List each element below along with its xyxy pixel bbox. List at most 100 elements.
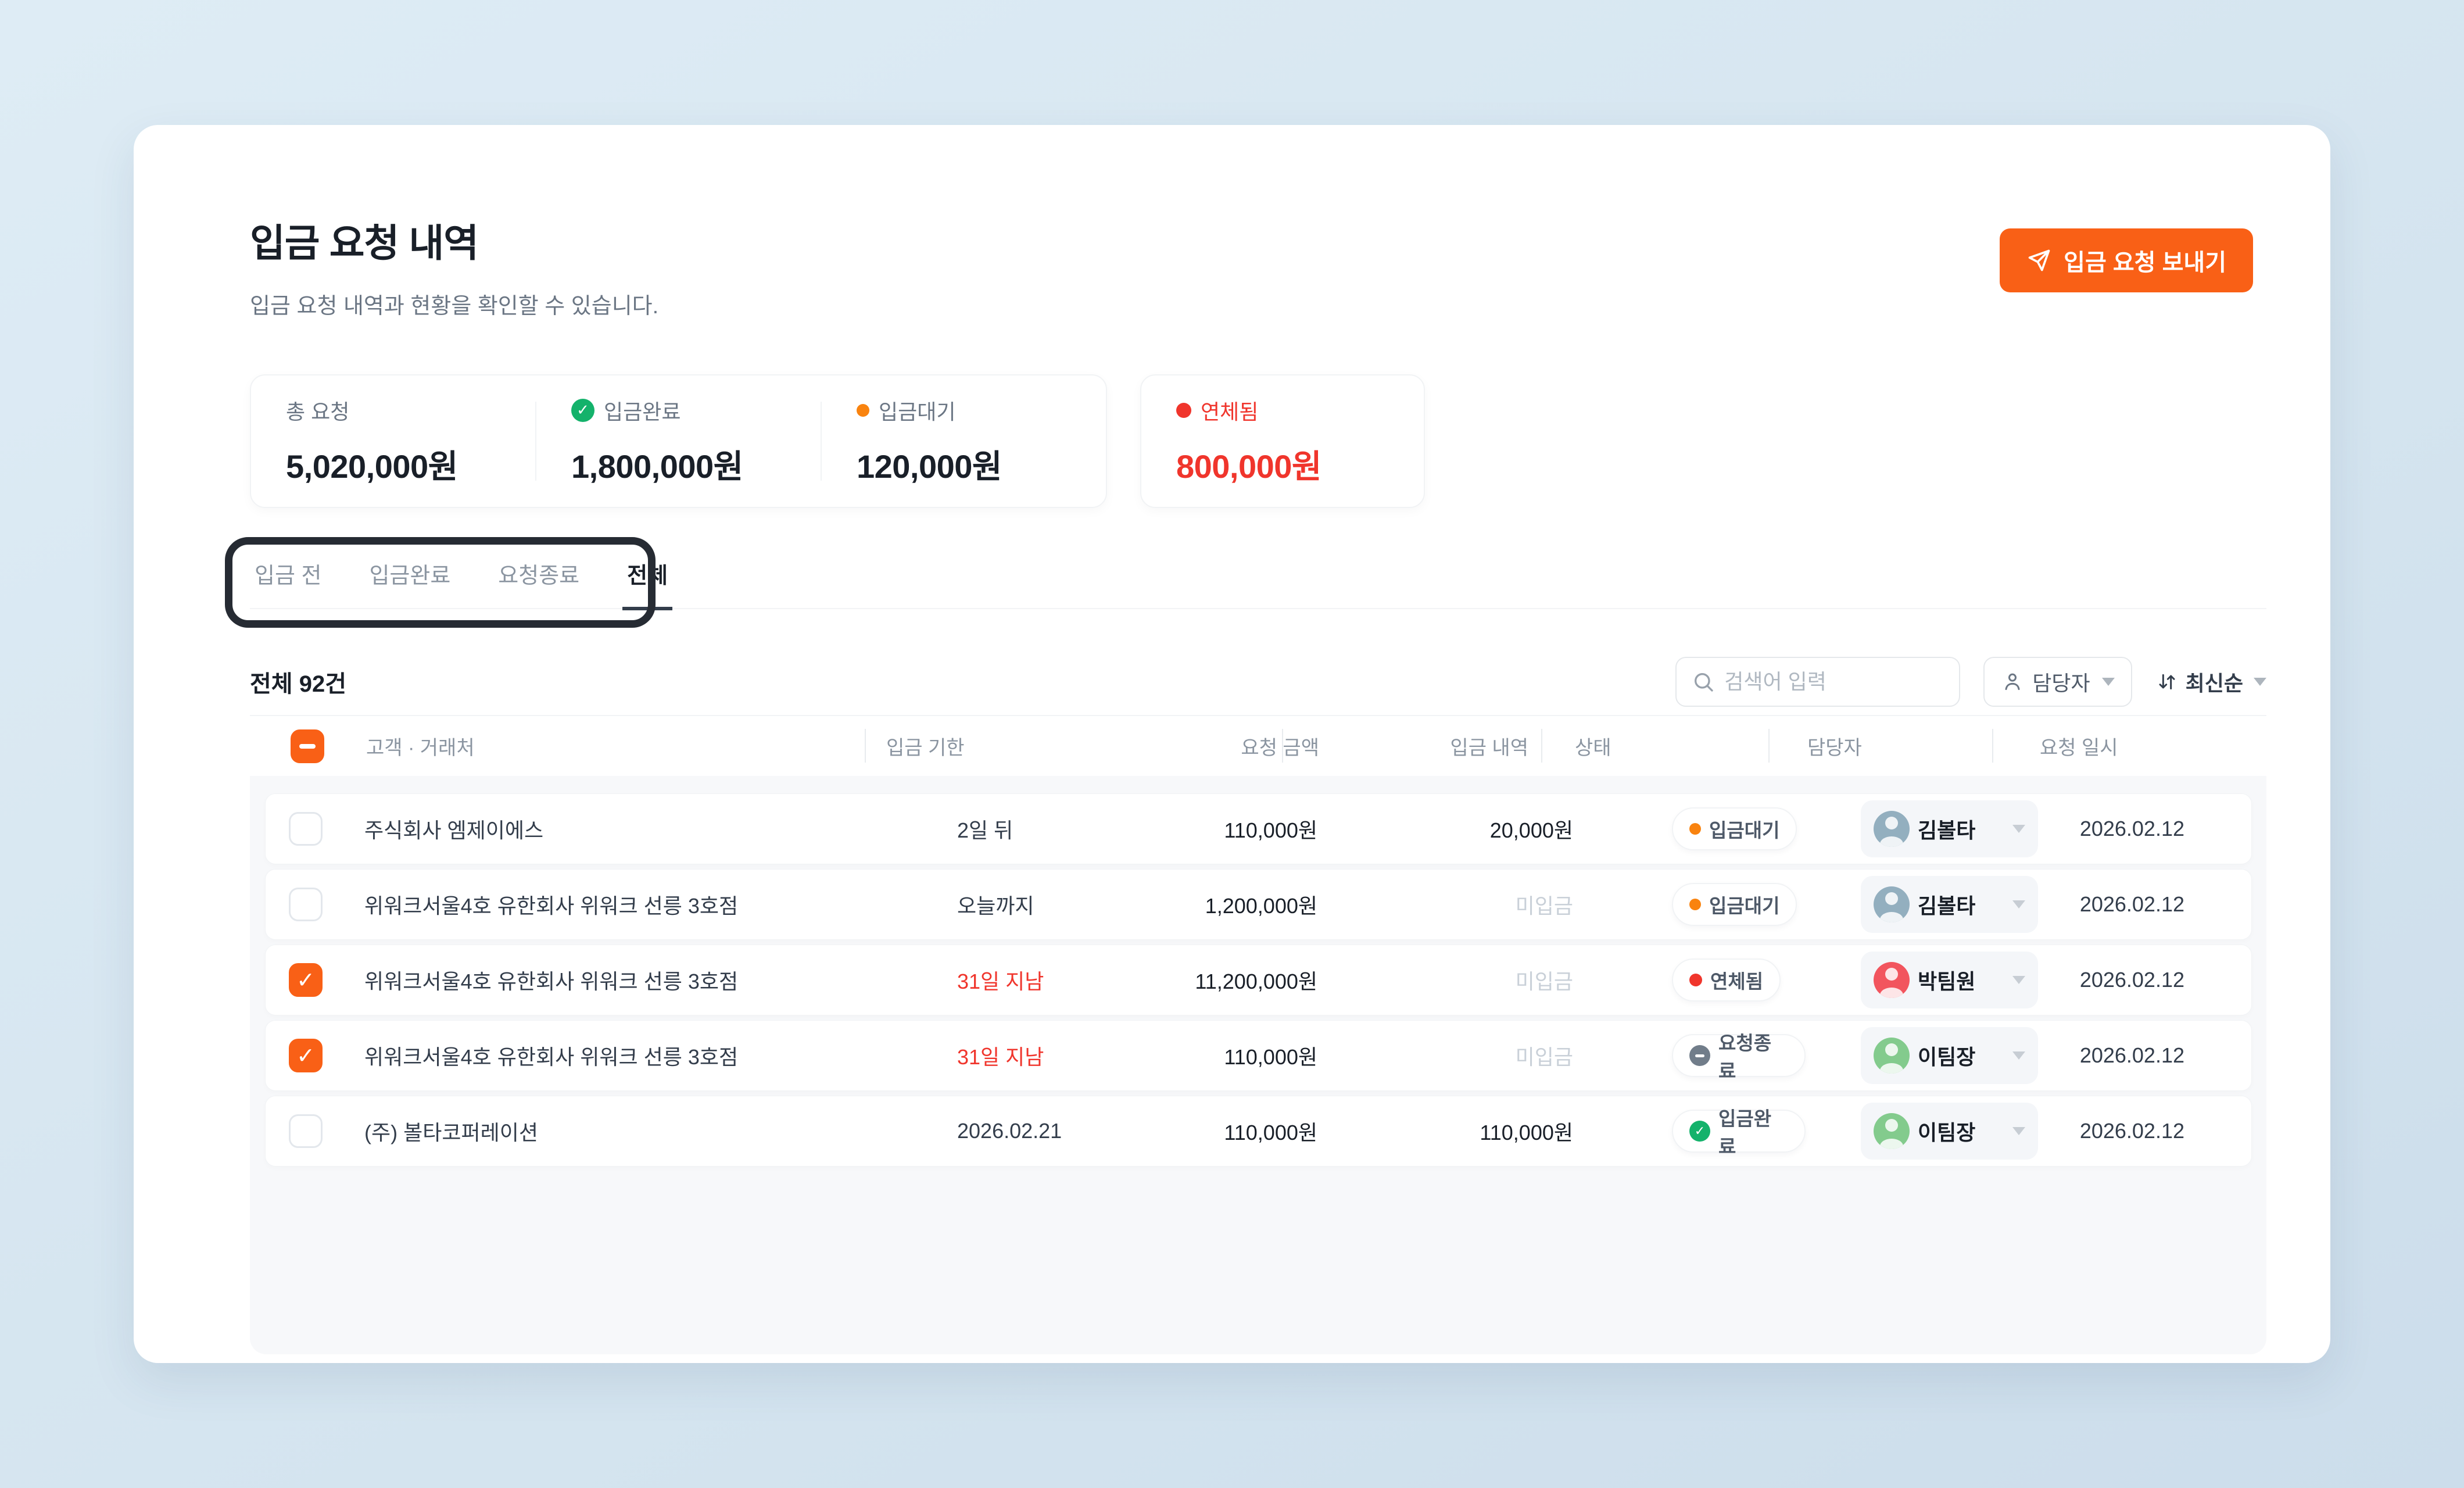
table-row[interactable]: 위워크서울4호 유한회사 위워크 선릉 3호점 31일 지남 11,200,00… [265, 945, 2252, 1015]
status-badge: 연체됨 [1672, 958, 1781, 1001]
stat-total-requested: 총 요청 5,020,000원 [251, 400, 535, 485]
tab-closed[interactable]: 요청종료 [493, 557, 584, 610]
requested-amount: 110,000원 [1224, 1045, 1317, 1069]
assignee-name: 박팀원 [1918, 970, 1976, 993]
col-status: 상태 [1575, 737, 1611, 759]
deposit-request-table: 고객 · 거래처 입금 기한 요청 금액 입금 내역 상태 담당자 요청 일시 … [250, 715, 2266, 1354]
assignee-select[interactable]: 김볼타 [1861, 800, 2038, 857]
status-label: 연체됨 [1710, 971, 1764, 992]
status-label: 요청종료 [1718, 1032, 1772, 1082]
assignee-select[interactable]: 박팀원 [1861, 952, 2038, 1008]
send-icon [2026, 248, 2052, 273]
tab-completed[interactable]: 입금완료 [364, 557, 455, 610]
stat-overdue: 연체됨 800,000원 [1141, 400, 1424, 485]
toolbar-controls: 담당자 최신순 [1675, 657, 2266, 707]
requested-amount: 1,200,000원 [1205, 894, 1317, 918]
status-cell: 입금대기 [1573, 807, 1806, 850]
request-date: 2026.02.12 [2079, 892, 2184, 916]
stat-pending-value: 120,000원 [857, 448, 1002, 485]
customer-name: 주식회사 엠제이에스 [364, 818, 544, 842]
stat-completed: ✓ 입금완료 1,800,000원 [535, 398, 821, 485]
table-body: 주식회사 엠제이에스 2일 뒤 110,000원 20,000원 입금대기 김볼… [250, 776, 2266, 1354]
search-icon [1692, 670, 1715, 693]
assignee-name: 이팀장 [1918, 1121, 1976, 1144]
avatar [1874, 1113, 1910, 1149]
assignee-filter-label: 담당자 [2032, 671, 2090, 695]
sort-button[interactable]: 최신순 [2155, 657, 2266, 707]
column-divider [1282, 729, 1283, 763]
stat-completed-value: 1,800,000원 [571, 448, 743, 485]
status-label: 입금완료 [1718, 1108, 1772, 1157]
requested-amount: 11,200,000원 [1195, 970, 1317, 993]
assignee-cell: 박팀원 [1806, 952, 2038, 1008]
assignee-cell: 이팀장 [1806, 1027, 2038, 1084]
row-checkbox[interactable] [289, 1114, 323, 1148]
chevron-down-icon [2012, 1127, 2025, 1135]
person-icon [2001, 670, 2024, 693]
column-divider [1992, 729, 1993, 763]
assignee-name: 김볼타 [1918, 894, 1976, 918]
status-label: 입금대기 [1709, 895, 1780, 917]
assignee-select[interactable]: 이팀장 [1861, 1103, 2038, 1160]
table-row[interactable]: 주식회사 엠제이에스 2일 뒤 110,000원 20,000원 입금대기 김볼… [265, 793, 2252, 864]
request-date: 2026.02.12 [2079, 1043, 2184, 1067]
chevron-down-icon [2254, 678, 2266, 686]
summary-card: 총 요청 5,020,000원 ✓ 입금완료 1,800,000원 입금대기 1… [250, 374, 1107, 508]
status-cell: 요청종료 [1573, 1032, 1806, 1082]
list-toolbar: 전체 92건 담당자 최신순 [250, 657, 2266, 707]
avatar [1874, 962, 1910, 998]
status-dot-icon [1689, 899, 1701, 910]
row-checkbox[interactable] [289, 1039, 323, 1072]
assignee-select[interactable]: 김볼타 [1861, 876, 2038, 933]
column-divider [1768, 729, 1770, 763]
result-count: 전체 92건 [250, 671, 347, 697]
row-checkbox[interactable] [289, 812, 323, 846]
requested-amount: 110,000원 [1224, 818, 1317, 842]
status-badge: 입금대기 [1672, 807, 1797, 850]
table-row[interactable]: (주) 볼타코퍼레이션 2026.02.21 110,000원 110,000원… [265, 1096, 2252, 1167]
request-date: 2026.02.12 [2079, 1119, 2184, 1143]
assignee-select[interactable]: 이팀장 [1861, 1027, 2038, 1084]
status-badge: 입금완료 [1672, 1108, 1806, 1157]
stat-pending-label: 입금대기 [879, 399, 956, 424]
sort-label: 최신순 [2185, 671, 2243, 695]
select-all-checkbox[interactable] [291, 729, 324, 763]
page-subtitle: 입금 요청 내역과 현황을 확인할 수 있습니다. [250, 294, 659, 319]
deposit-amount: 20,000원 [1489, 818, 1573, 842]
stat-overdue-value: 800,000원 [1176, 448, 1321, 485]
col-assignee: 담당자 [1807, 737, 1862, 759]
summary-stats: 총 요청 5,020,000원 ✓ 입금완료 1,800,000원 입금대기 1… [250, 374, 2266, 508]
chevron-down-icon [2012, 825, 2025, 833]
status-badge: 요청종료 [1672, 1032, 1806, 1082]
search-box[interactable] [1675, 657, 1961, 707]
column-divider [1541, 729, 1542, 763]
status-dot-icon [1689, 1045, 1710, 1066]
customer-name: (주) 볼타코퍼레이션 [364, 1121, 538, 1144]
tab-all[interactable]: 전체 [622, 557, 673, 610]
search-input[interactable] [1724, 670, 1944, 694]
assignee-filter-button[interactable]: 담당자 [1983, 657, 2132, 707]
table-row[interactable]: 위워크서울4호 유한회사 위워크 선릉 3호점 오늘까지 1,200,000원 … [265, 869, 2252, 940]
chevron-down-icon [2012, 1051, 2025, 1060]
col-customer: 고객 · 거래처 [366, 737, 475, 759]
chevron-down-icon [2012, 976, 2025, 984]
send-deposit-request-button[interactable]: 입금 요청 보내기 [2000, 228, 2253, 292]
check-circle-icon: ✓ [571, 398, 594, 422]
overdue-dot-icon [1176, 402, 1191, 418]
status-cell: 입금대기 [1573, 883, 1806, 926]
tab-before-deposit[interactable]: 입금 전 [250, 557, 326, 610]
chevron-down-icon [2101, 678, 2115, 686]
avatar [1874, 1038, 1910, 1074]
row-checkbox[interactable] [289, 963, 323, 997]
stat-total-label: 총 요청 [286, 399, 350, 424]
customer-name: 위워크서울4호 유한회사 위워크 선릉 3호점 [364, 894, 739, 918]
avatar [1874, 886, 1910, 922]
deposit-deadline: 오늘까지 [957, 894, 1034, 918]
row-checkbox[interactable] [289, 888, 323, 921]
status-dot-icon [1689, 1121, 1710, 1142]
requested-amount: 110,000원 [1224, 1121, 1317, 1144]
assignee-cell: 김볼타 [1806, 800, 2038, 857]
table-row[interactable]: 위워크서울4호 유한회사 위워크 선릉 3호점 31일 지남 110,000원 … [265, 1020, 2252, 1091]
customer-name: 위워크서울4호 유한회사 위워크 선릉 3호점 [364, 1045, 739, 1069]
col-deposit: 입금 내역 [1450, 737, 1528, 759]
